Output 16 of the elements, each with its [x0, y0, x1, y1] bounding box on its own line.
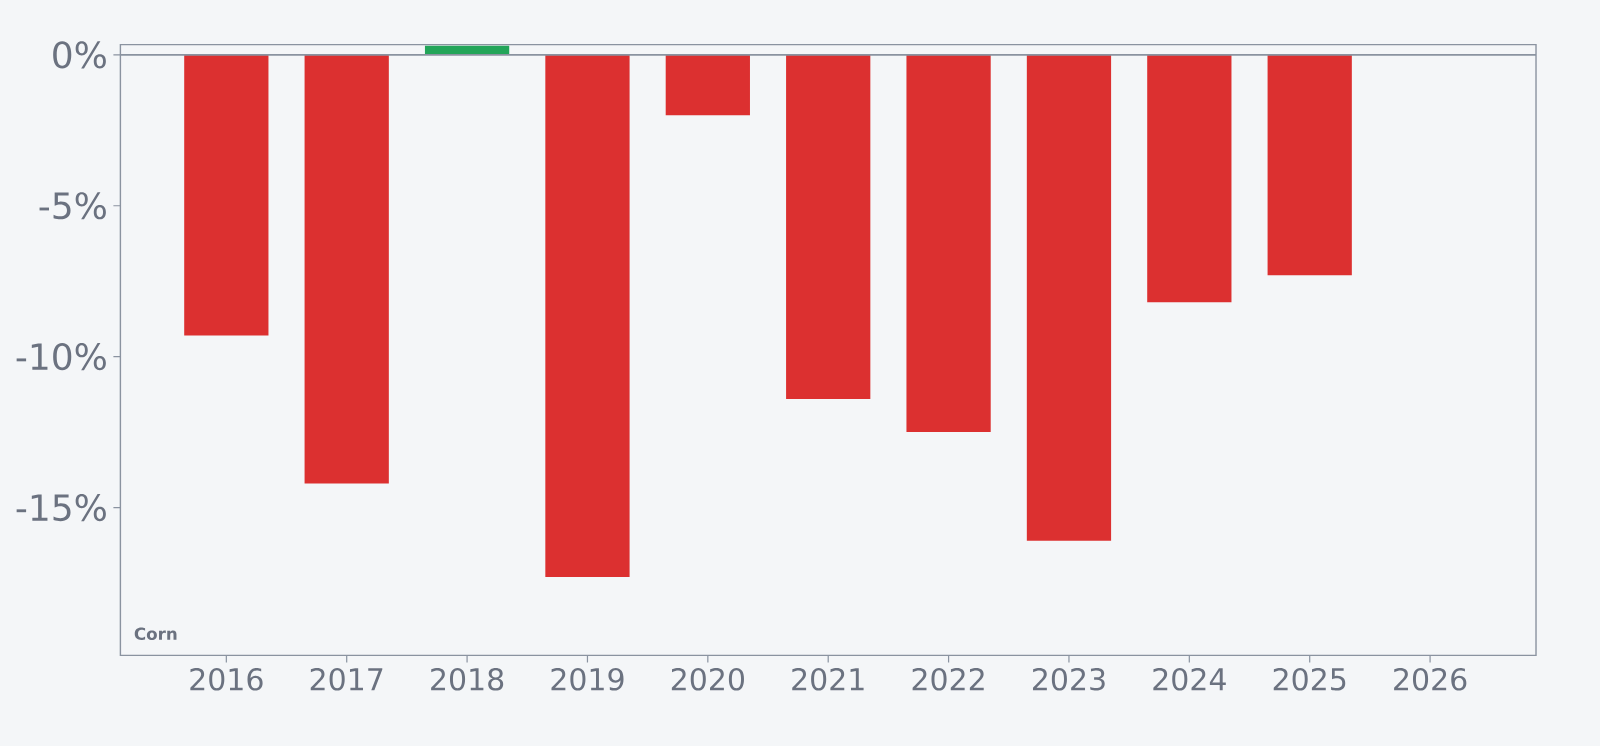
- x-tick-label: 2021: [792, 667, 864, 691]
- x-tick-label: 2022: [912, 667, 984, 691]
- y-tick-label: -5%: [39, 192, 106, 220]
- y-tick-label: -10%: [16, 343, 106, 371]
- x-tick-label: 2024: [1153, 667, 1226, 691]
- y-tick-label: 0%: [53, 41, 106, 69]
- x-tick-label: 2025: [1273, 667, 1346, 691]
- x-tick-label: 2018: [431, 667, 504, 691]
- x-tick-label: 2026: [1394, 667, 1467, 691]
- y-tick-label: -15%: [16, 493, 106, 522]
- x-tick-label: 2016: [190, 667, 263, 691]
- x-tick-label: 2023: [1032, 667, 1105, 691]
- x-tick-label: 2019: [551, 667, 624, 691]
- x-tick-label: 2020: [671, 667, 744, 691]
- annotation: Corn: [134, 627, 177, 641]
- x-tick-label: 2017: [310, 667, 383, 691]
